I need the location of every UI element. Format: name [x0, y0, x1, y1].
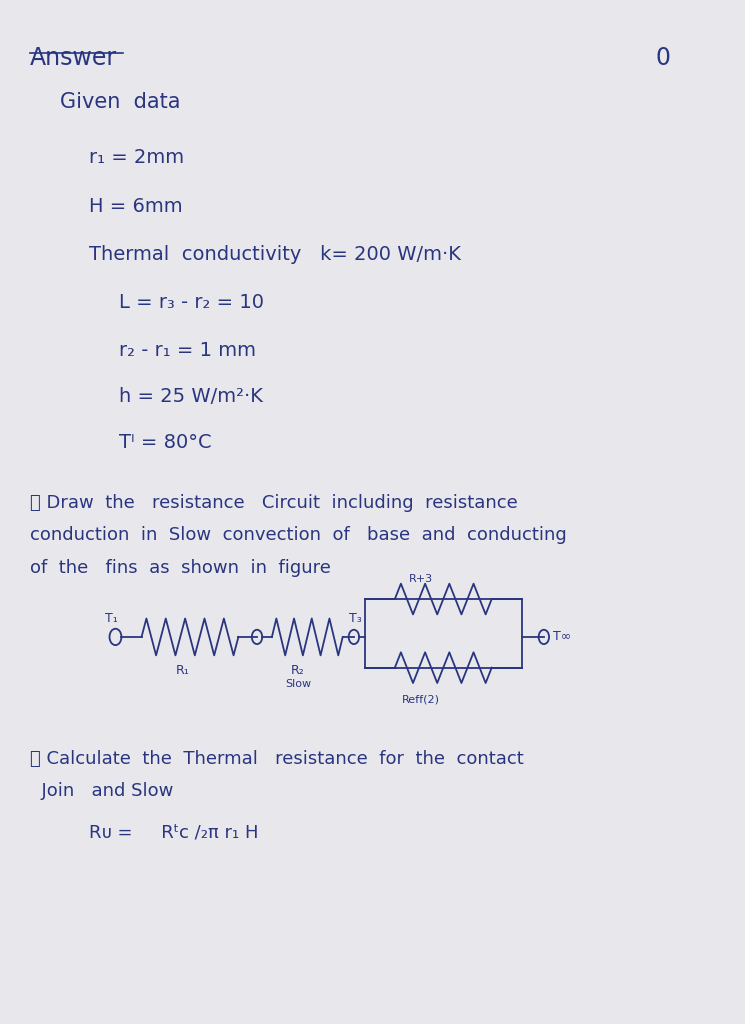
- Text: ⓐ Draw  the   resistance   Circuit  including  resistance: ⓐ Draw the resistance Circuit including …: [30, 494, 518, 512]
- Text: R₂: R₂: [291, 664, 305, 677]
- Text: Thermal  conductivity   k= 200 W/m·K: Thermal conductivity k= 200 W/m·K: [89, 245, 461, 264]
- Text: Answer: Answer: [30, 46, 117, 70]
- Text: Reff(2): Reff(2): [402, 694, 440, 705]
- Text: h = 25 W/m²·K: h = 25 W/m²·K: [119, 387, 263, 407]
- Text: Slow: Slow: [285, 679, 311, 689]
- Text: T₃: T₃: [349, 611, 362, 625]
- Text: conduction  in  Slow  convection  of   base  and  conducting: conduction in Slow convection of base an…: [30, 526, 566, 545]
- Text: T∞: T∞: [553, 631, 571, 643]
- Text: r₁ = 2mm: r₁ = 2mm: [89, 148, 185, 168]
- Text: L = r₃ - r₂ = 10: L = r₃ - r₂ = 10: [119, 293, 264, 312]
- Text: R+3: R+3: [409, 573, 433, 584]
- Text: H = 6mm: H = 6mm: [89, 197, 183, 216]
- Text: T₁: T₁: [105, 611, 118, 625]
- Text: 0: 0: [656, 46, 670, 70]
- Text: ⓑ Calculate  the  Thermal   resistance  for  the  contact: ⓑ Calculate the Thermal resistance for t…: [30, 750, 524, 768]
- Text: Rᴜ =     Rᵗc /₂π r₁ H: Rᴜ = Rᵗc /₂π r₁ H: [89, 823, 259, 842]
- Text: Given  data: Given data: [60, 92, 180, 113]
- Text: R₁: R₁: [176, 664, 189, 677]
- Text: of  the   fins  as  shown  in  figure: of the fins as shown in figure: [30, 559, 331, 578]
- Text: Join   and Slow: Join and Slow: [30, 782, 173, 801]
- Text: r₂ - r₁ = 1 mm: r₂ - r₁ = 1 mm: [119, 341, 256, 360]
- Text: Tᴵ = 80°C: Tᴵ = 80°C: [119, 433, 212, 453]
